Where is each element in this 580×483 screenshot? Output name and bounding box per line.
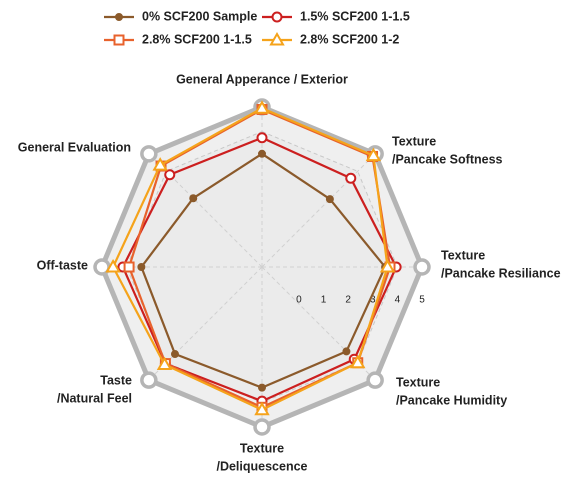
axis-label: Off-taste bbox=[37, 258, 88, 272]
marker bbox=[170, 350, 179, 359]
axis-label: /Pancake Humidity bbox=[396, 393, 507, 407]
r-tick-label: 4 bbox=[395, 295, 401, 306]
axis-label: Taste bbox=[100, 373, 132, 387]
legend-label: 2.8% SCF200 1-1.5 bbox=[142, 32, 252, 46]
vertex-marker bbox=[140, 145, 158, 163]
vertex-marker bbox=[253, 418, 271, 436]
marker bbox=[365, 147, 382, 162]
vertex-marker bbox=[140, 371, 158, 389]
axis-label: Texture bbox=[392, 134, 436, 148]
legend-label: 1.5% SCF200 1-1.5 bbox=[300, 9, 410, 23]
legend-marker bbox=[115, 13, 123, 21]
legend-marker bbox=[113, 34, 125, 46]
marker bbox=[105, 258, 121, 273]
marker bbox=[189, 194, 198, 203]
marker bbox=[256, 132, 268, 144]
axis-label: Texture bbox=[441, 248, 485, 262]
legend-label: 2.8% SCF200 1-2 bbox=[300, 32, 399, 46]
r-tick-label: 0 bbox=[296, 295, 302, 306]
axis-label: General Apperance / Exterior bbox=[176, 72, 348, 86]
axis-label: Texture bbox=[396, 375, 440, 389]
legend-item: 2.8% SCF200 1-1.5 bbox=[104, 32, 252, 46]
legend-item: 2.8% SCF200 1-2 bbox=[262, 31, 399, 46]
axis-label: Texture bbox=[240, 441, 284, 455]
axis-label: General Evaluation bbox=[18, 140, 131, 154]
vertex-marker bbox=[366, 371, 384, 389]
marker bbox=[156, 356, 173, 370]
marker bbox=[258, 383, 266, 392]
marker bbox=[325, 195, 334, 204]
spoke bbox=[261, 153, 376, 268]
marker bbox=[342, 347, 351, 356]
r-tick-label: 5 bbox=[419, 295, 425, 306]
legend-marker bbox=[269, 31, 285, 46]
marker bbox=[258, 149, 266, 158]
r-tick-label: 1 bbox=[321, 295, 327, 306]
legend-item: 1.5% SCF200 1-1.5 bbox=[262, 9, 410, 23]
marker bbox=[152, 157, 168, 171]
axis-label: /Pancake Softness bbox=[392, 152, 503, 166]
axis-label: /Deliquescence bbox=[216, 459, 307, 473]
legend-marker bbox=[271, 11, 283, 23]
marker bbox=[379, 258, 396, 273]
legend-label: 0% SCF200 Sample bbox=[142, 9, 257, 23]
marker bbox=[350, 354, 366, 369]
marker bbox=[345, 172, 357, 184]
marker bbox=[254, 100, 270, 114]
r-tick-label: 2 bbox=[345, 295, 351, 306]
r-tick-label: 3 bbox=[370, 295, 376, 306]
axis-label: /Pancake Resiliance bbox=[441, 266, 561, 280]
legend-item: 0% SCF200 Sample bbox=[104, 9, 257, 23]
marker bbox=[123, 261, 135, 273]
marker bbox=[137, 263, 146, 271]
marker bbox=[254, 401, 270, 416]
axis-label: /Natural Feel bbox=[57, 391, 132, 405]
marker bbox=[164, 169, 176, 181]
vertex-marker bbox=[413, 258, 431, 276]
